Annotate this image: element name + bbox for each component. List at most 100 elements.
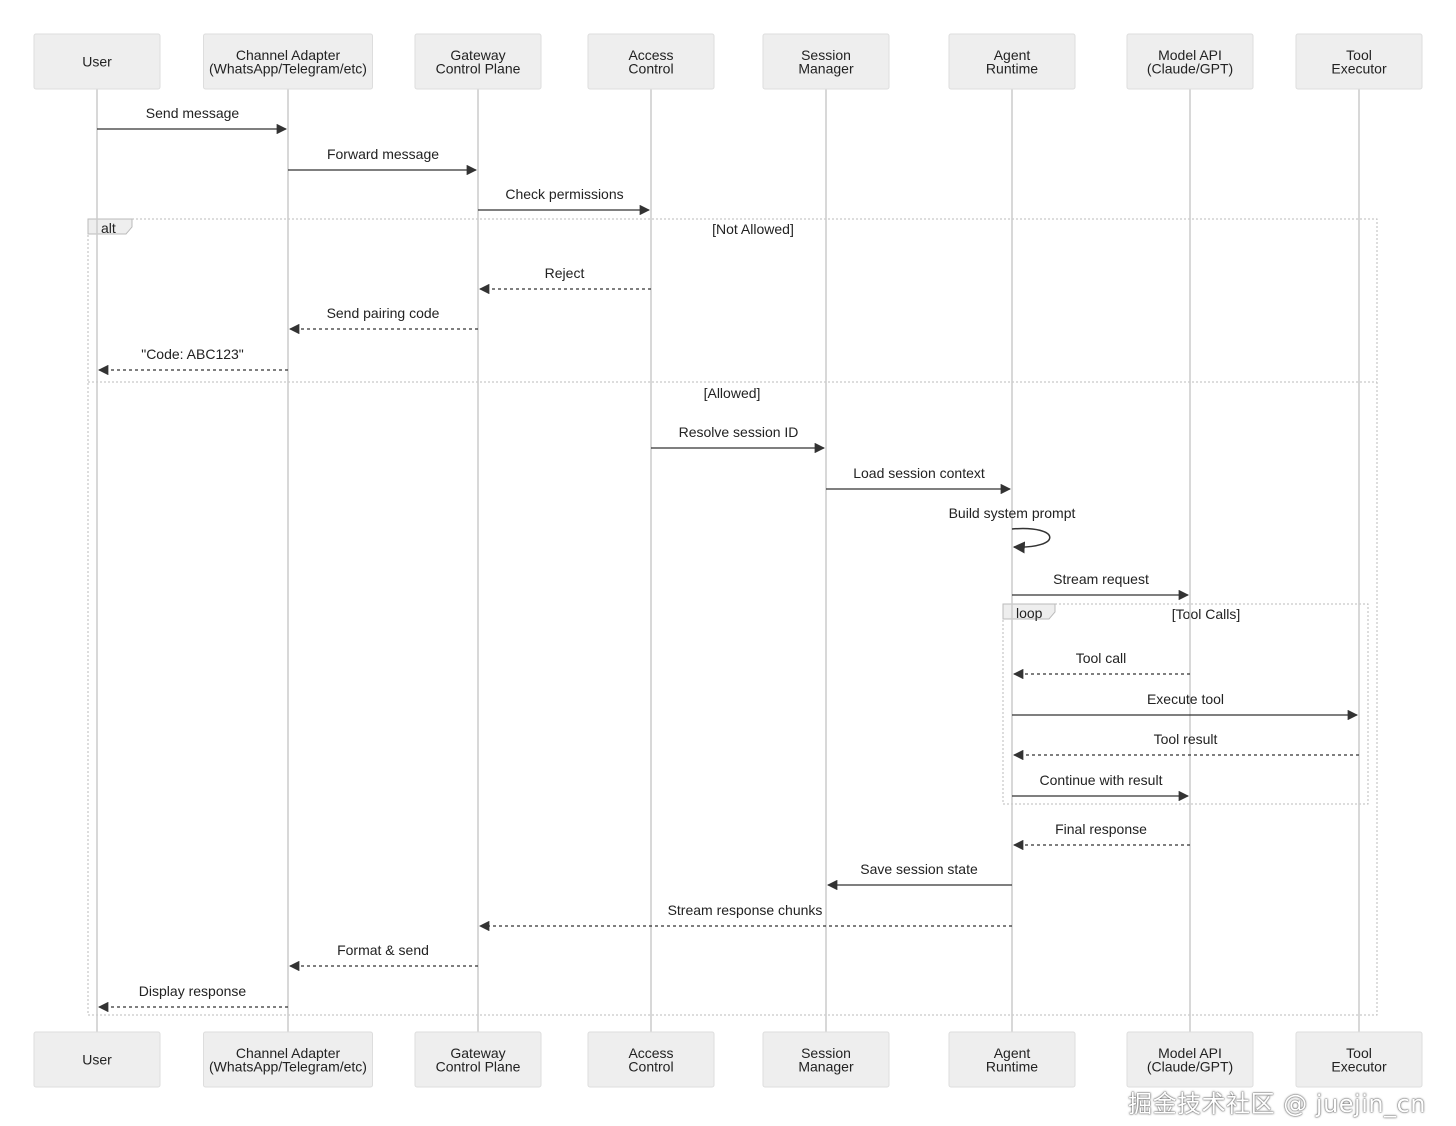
watermark: 掘金技术社区 @ juejin_cn: [1128, 1090, 1426, 1118]
message: Stream response chunks: [478, 902, 1012, 932]
actor-label: Channel Adapter: [236, 47, 341, 63]
actor-label: Control: [628, 1058, 673, 1074]
actor-label: Agent: [994, 47, 1031, 63]
message-label: Check permissions: [505, 186, 623, 202]
message: Send pairing code: [288, 305, 478, 335]
actor-box: [414, 1031, 542, 1088]
actor-bottom-0: User: [33, 1031, 161, 1088]
actor-label: Control Plane: [436, 60, 521, 76]
message: Stream request: [1012, 571, 1190, 601]
actor-box: [203, 1031, 373, 1088]
message: Send message: [97, 105, 288, 135]
actor-label: (WhatsApp/Telegram/etc): [209, 60, 367, 76]
actor-bottom-6: Model API(Claude/GPT): [1126, 1031, 1254, 1088]
message: Reject: [478, 265, 651, 295]
message: Forward message: [288, 146, 478, 176]
actor-label: Manager: [798, 60, 854, 76]
actor-label: Tool: [1346, 1045, 1372, 1061]
message-label: Tool call: [1076, 650, 1127, 666]
message: "Code: ABC123": [97, 346, 288, 376]
actor-label: Executor: [1331, 60, 1387, 76]
message-label: Resolve session ID: [679, 424, 799, 440]
actor-label: Runtime: [986, 60, 1038, 76]
alt-fragment-label-tab: [87, 218, 133, 235]
actor-box: [948, 33, 1076, 90]
actor-label: Control: [628, 60, 673, 76]
message-label: Final response: [1055, 821, 1147, 837]
actor-label: Control Plane: [436, 1058, 521, 1074]
message-label: Tool result: [1154, 731, 1218, 747]
actor-label: Model API: [1158, 1045, 1222, 1061]
actor-label: Model API: [1158, 47, 1222, 63]
alt-condition-not-allowed: [Not Allowed]: [712, 221, 794, 237]
actor-box: [587, 1031, 715, 1088]
self-message-arrow: [1011, 527, 1051, 554]
message: Final response: [1012, 821, 1190, 851]
message-label: Stream response chunks: [668, 902, 823, 918]
actor-bottom-1: Channel Adapter(WhatsApp/Telegram/etc): [203, 1031, 373, 1088]
actor-label: (Claude/GPT): [1147, 1058, 1233, 1074]
actor-label: Access: [628, 1045, 673, 1061]
actor-label: Executor: [1331, 1058, 1387, 1074]
loop-fragment-label-tab: [1002, 603, 1056, 620]
message: Build system prompt: [949, 505, 1076, 554]
actor-top-1: Channel Adapter(WhatsApp/Telegram/etc): [203, 33, 373, 90]
alt-condition-allowed: [Allowed]: [704, 385, 761, 401]
actor-label: Manager: [798, 1058, 854, 1074]
actor-box: [1295, 1031, 1423, 1088]
message-label: Display response: [139, 983, 247, 999]
message-label: "Code: ABC123": [141, 346, 244, 362]
actor-label: (Claude/GPT): [1147, 60, 1233, 76]
actor-box: [1126, 1031, 1254, 1088]
message-label: Forward message: [327, 146, 439, 162]
message-label: Send pairing code: [327, 305, 440, 321]
actor-box: [948, 1031, 1076, 1088]
message-layer: Send message Forward message Check permiss…: [97, 105, 1359, 1013]
message: Save session state: [826, 861, 1012, 891]
actor-label: User: [82, 54, 112, 70]
message-label: Execute tool: [1147, 691, 1224, 707]
loop-fragment-keyword: loop: [1016, 605, 1043, 621]
actor-box: [203, 33, 373, 90]
message: Tool call: [1012, 650, 1190, 680]
actor-label: Channel Adapter: [236, 1045, 341, 1061]
actor-label: Gateway: [450, 1045, 505, 1061]
message-label: Send message: [146, 105, 240, 121]
message-label: Build system prompt: [949, 505, 1076, 521]
message-label: Reject: [545, 265, 585, 281]
lifeline-layer: [96, 89, 1360, 1032]
actor-box: [1126, 33, 1254, 90]
message: Tool result: [1012, 731, 1359, 761]
actor-label: Access: [628, 47, 673, 63]
actor-label: User: [82, 1052, 112, 1068]
actor-label: Tool: [1346, 47, 1372, 63]
actor-box: [587, 33, 715, 90]
actor-top-0: User: [33, 33, 161, 90]
message-label: Save session state: [860, 861, 978, 877]
message: Display response: [97, 983, 288, 1013]
alt-fragment-box: [87, 218, 1378, 1016]
actor-box: [33, 1031, 161, 1088]
actor-box: [762, 33, 890, 90]
message-label: Continue with result: [1040, 772, 1163, 788]
actor-top-6: Model API(Claude/GPT): [1126, 33, 1254, 90]
message-label: Stream request: [1053, 571, 1149, 587]
loop-condition: [Tool Calls]: [1172, 606, 1240, 622]
actor-label: Session: [801, 47, 851, 63]
actor-label: Runtime: [986, 1058, 1038, 1074]
fragment-layer: alt [Not Allowed] [Allowed] loop [Tool Calls…: [87, 218, 1378, 1016]
actor-label: (WhatsApp/Telegram/etc): [209, 1058, 367, 1074]
message: Continue with result: [1012, 772, 1190, 802]
alt-fragment-keyword: alt: [101, 220, 116, 236]
